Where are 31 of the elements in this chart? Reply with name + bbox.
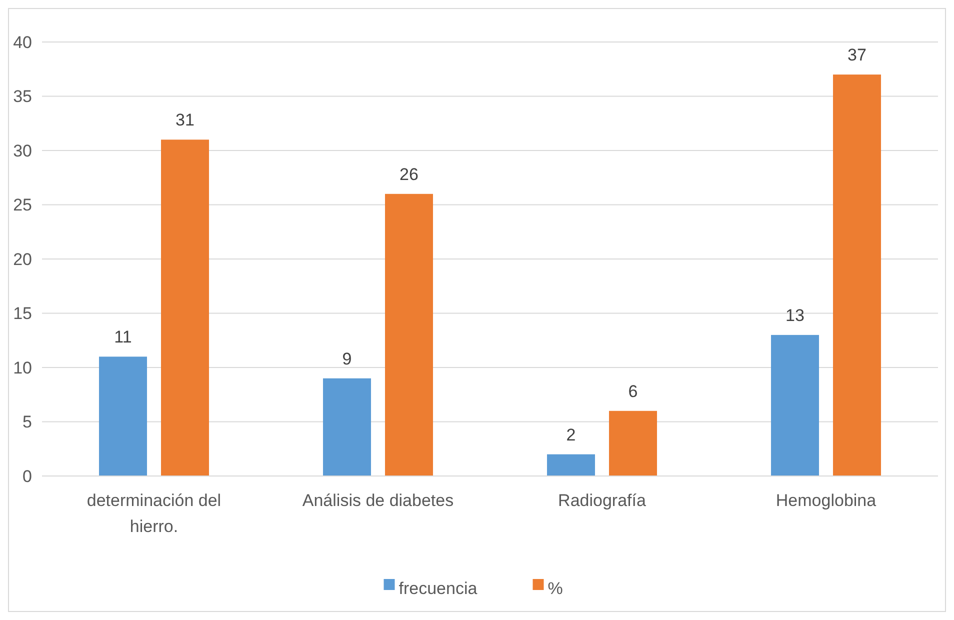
- bar: [547, 454, 595, 476]
- data-label: 31: [176, 110, 194, 130]
- y-tick-label: 20: [13, 250, 32, 269]
- y-tick-label: 30: [13, 141, 32, 160]
- y-tick-label: 25: [13, 196, 32, 215]
- data-label: 37: [848, 46, 866, 65]
- bar: [385, 194, 433, 476]
- data-label: 13: [786, 306, 804, 325]
- bar: [833, 74, 881, 476]
- y-tick-label: 5: [22, 412, 32, 432]
- data-label: 2: [566, 425, 576, 444]
- y-tick-label: 15: [13, 304, 32, 324]
- x-tick-label: determinación del hierro.: [86, 491, 222, 536]
- bar: [99, 356, 147, 476]
- legend-label: %: [548, 578, 563, 598]
- y-tick-label: 0: [22, 466, 32, 486]
- y-tick-label: 35: [13, 87, 32, 106]
- x-tick-label: Radiografía: [558, 491, 646, 510]
- y-tick-label: 40: [13, 32, 32, 52]
- data-label: 6: [628, 382, 638, 401]
- bar: [323, 378, 371, 476]
- x-tick-label: Hemoglobina: [776, 491, 877, 510]
- data-label: 11: [114, 328, 132, 347]
- legend-label: frecuencia: [398, 578, 478, 598]
- bar: [771, 334, 819, 476]
- y-tick-label: 10: [13, 358, 32, 378]
- bar: [609, 410, 657, 476]
- bar: [161, 140, 209, 476]
- data-label: 9: [342, 349, 352, 368]
- data-label: 26: [400, 164, 418, 184]
- x-tick-label: Análisis de diabetes: [302, 491, 454, 510]
